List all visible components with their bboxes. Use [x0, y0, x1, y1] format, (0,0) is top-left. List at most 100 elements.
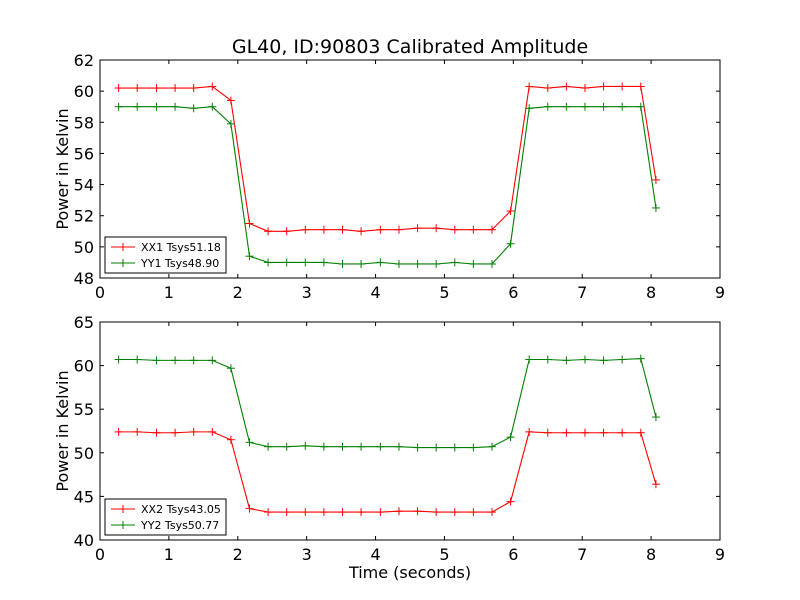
data-point: [301, 508, 310, 517]
data-point: [651, 203, 660, 212]
data-point: [599, 356, 608, 365]
data-point: [636, 102, 645, 111]
legend-item: YY2 Tsys50.77: [111, 519, 219, 532]
data-point: [599, 102, 608, 111]
data-point: [301, 441, 310, 450]
data-point: [506, 497, 515, 506]
y-tick-label: 54: [74, 176, 94, 195]
figure-title: GL40, ID:90803 Calibrated Amplitude: [232, 36, 588, 58]
data-point: [599, 428, 608, 437]
data-point: [562, 428, 571, 437]
data-point: [580, 84, 589, 93]
data-point: [580, 355, 589, 364]
data-point: [525, 82, 534, 91]
data-point: [264, 442, 273, 451]
x-tick-label: 6: [508, 545, 518, 564]
data-point: [189, 356, 198, 365]
x-tick-label: 8: [646, 545, 656, 564]
data-point: [319, 442, 328, 451]
data-point: [413, 443, 422, 452]
y-tick-label: 60: [74, 82, 94, 101]
y-tick-label: 65: [74, 313, 94, 332]
y-tick-label: 62: [74, 51, 94, 70]
data-point: [450, 508, 459, 517]
data-point: [319, 508, 328, 517]
data-point: [394, 507, 403, 516]
data-point: [487, 225, 496, 234]
legend-item: XX1 Tsys51.18: [111, 241, 221, 254]
data-point: [543, 102, 552, 111]
y-axis-label: Power in Kelvin: [53, 370, 72, 491]
data-point: [469, 508, 478, 517]
data-point: [636, 354, 645, 363]
data-point: [301, 225, 310, 234]
data-point: [282, 442, 291, 451]
data-point: [282, 227, 291, 236]
data-point: [226, 96, 235, 105]
data-point: [413, 507, 422, 516]
data-point: [562, 102, 571, 111]
data-point: [152, 428, 161, 437]
data-point: [133, 355, 142, 364]
data-point: [338, 442, 347, 451]
data-point: [189, 84, 198, 93]
y-tick-label: 48: [74, 269, 94, 288]
data-point: [450, 258, 459, 267]
data-point: [506, 433, 515, 442]
y-tick-label: 56: [74, 144, 94, 163]
data-point: [543, 428, 552, 437]
x-tick-label: 0: [95, 283, 105, 302]
data-point: [394, 225, 403, 234]
y-tick-label: 40: [74, 531, 94, 550]
legend-label: YY2 Tsys50.77: [140, 519, 219, 532]
data-point: [338, 508, 347, 517]
y-tick-label: 50: [74, 444, 94, 463]
data-point: [171, 356, 180, 365]
x-tick-label: 7: [577, 545, 587, 564]
data-point: [450, 225, 459, 234]
data-point: [506, 239, 515, 248]
x-tick-label: 2: [233, 283, 243, 302]
x-axis-label: Time (seconds): [348, 563, 471, 582]
data-point: [357, 442, 366, 451]
legend-label: XX2 Tsys43.05: [141, 503, 221, 516]
data-point: [469, 225, 478, 234]
x-tick-label: 0: [95, 545, 105, 564]
data-point: [487, 442, 496, 451]
data-point: [562, 82, 571, 91]
data-point: [599, 82, 608, 91]
data-point: [432, 224, 441, 233]
y-tick-label: 58: [74, 113, 94, 132]
data-point: [245, 252, 254, 261]
data-point: [376, 225, 385, 234]
y-tick-label: 55: [74, 400, 94, 419]
plot-frame: [99, 59, 721, 279]
data-point: [618, 82, 627, 91]
x-tick-label: 5: [439, 283, 449, 302]
data-point: [152, 102, 161, 111]
x-tick-label: 5: [439, 545, 449, 564]
data-point: [189, 427, 198, 436]
data-point: [580, 102, 589, 111]
legend: XX1 Tsys51.18 YY1 Tsys48.90: [104, 236, 227, 274]
y-tick-label: 45: [74, 487, 94, 506]
y-axis-label: Power in Kelvin: [53, 108, 72, 229]
data-point: [264, 258, 273, 267]
data-point: [133, 102, 142, 111]
data-point: [171, 102, 180, 111]
data-point: [226, 119, 235, 128]
x-tick-label: 1: [164, 545, 174, 564]
legend-item: XX2 Tsys43.05: [111, 503, 221, 516]
y-tick-label: 52: [74, 207, 94, 226]
data-point: [357, 508, 366, 517]
data-point: [171, 84, 180, 93]
x-tick-label: 3: [302, 283, 312, 302]
data-point: [376, 258, 385, 267]
data-point: [357, 227, 366, 236]
data-point: [357, 259, 366, 268]
data-point: [114, 84, 123, 93]
data-point: [208, 427, 217, 436]
